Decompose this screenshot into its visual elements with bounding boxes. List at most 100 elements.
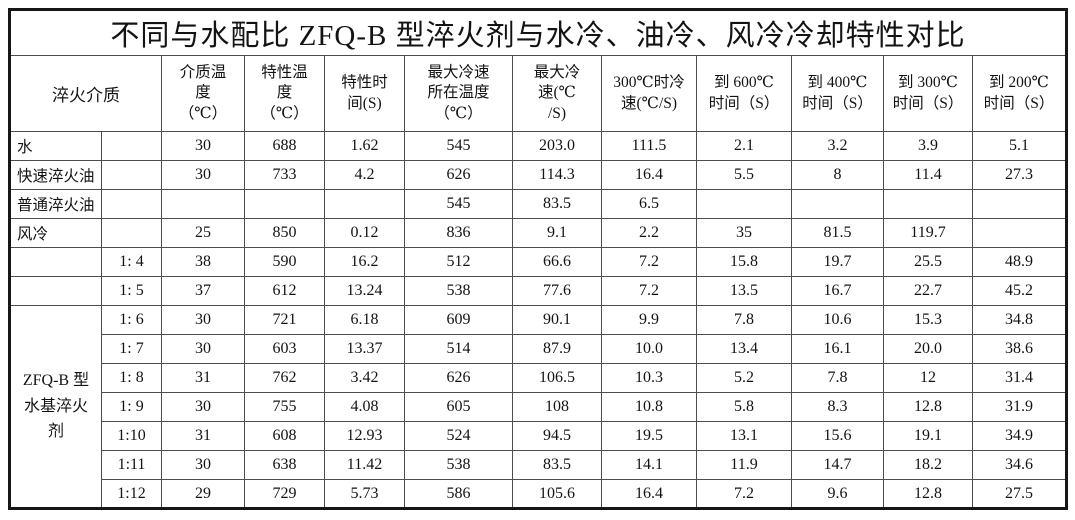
value-cell: 108 [512, 392, 602, 422]
value-cell: 1.62 [324, 131, 405, 161]
value-cell: 5.8 [696, 392, 792, 422]
value-cell: 14.1 [601, 450, 697, 480]
ratio-cell: 1:10 [101, 421, 162, 451]
value-cell: 762 [244, 363, 325, 393]
value-cell: 850 [244, 218, 325, 248]
ratio-cell [101, 189, 162, 219]
value-cell: 12.93 [324, 421, 405, 451]
value-cell [791, 189, 884, 219]
value-cell: 30 [161, 334, 245, 364]
value-cell: 755 [244, 392, 325, 422]
value-cell: 34.9 [972, 421, 1067, 451]
value-cell: 524 [404, 421, 513, 451]
value-cell: 15.3 [883, 305, 973, 335]
value-cell: 836 [404, 218, 513, 248]
column-header: 到 300℃ 时间（S） [883, 55, 973, 132]
value-cell: 545 [404, 131, 513, 161]
table-row: 普通淬火油 545 83.5 6.5 [9, 189, 1067, 219]
table-row: 1: 4 38 590 16.2 512 66.6 7.2 15.8 19.7 25.5 48.9 [9, 247, 1067, 277]
ratio-cell: 1: 4 [101, 247, 162, 277]
row-label-cell [9, 276, 102, 306]
value-cell: 9.9 [601, 305, 697, 335]
value-cell: 35 [696, 218, 792, 248]
value-cell: 31.9 [972, 392, 1067, 422]
column-header: 到 600℃ 时间（S） [696, 55, 792, 132]
ratio-cell: 1: 5 [101, 276, 162, 306]
value-cell: 29 [161, 479, 245, 509]
title-row: 不同与水配比 ZFQ-B 型淬火剂与水冷、油冷、风冷冷却特性对比 [9, 9, 1067, 56]
value-cell: 609 [404, 305, 513, 335]
value-cell: 16.2 [324, 247, 405, 277]
value-cell: 90.1 [512, 305, 602, 335]
value-cell: 721 [244, 305, 325, 335]
table-title: 不同与水配比 ZFQ-B 型淬火剂与水冷、油冷、风冷冷却特性对比 [9, 9, 1067, 56]
value-cell: 2.1 [696, 131, 792, 161]
value-cell: 6.5 [601, 189, 697, 219]
row-label-cell: 风冷 [9, 218, 102, 248]
value-cell: 12 [883, 363, 973, 393]
value-cell: 3.42 [324, 363, 405, 393]
value-cell: 512 [404, 247, 513, 277]
row-label-cell: 快速淬火油 [9, 160, 102, 190]
value-cell: 7.2 [601, 276, 697, 306]
table-body: 水 30 688 1.62 545 203.0 111.5 2.1 3.2 3.9 5.1 快速淬火油… [9, 131, 1067, 509]
value-cell: 6.18 [324, 305, 405, 335]
value-cell: 5.5 [696, 160, 792, 190]
value-cell: 30 [161, 305, 245, 335]
value-cell: 15.8 [696, 247, 792, 277]
value-cell: 7.2 [696, 479, 792, 509]
column-header: 特性时 间(S) [324, 55, 405, 132]
value-cell: 608 [244, 421, 325, 451]
ratio-cell [101, 131, 162, 161]
value-cell: 38 [161, 247, 245, 277]
ratio-cell: 1:11 [101, 450, 162, 480]
value-cell: 514 [404, 334, 513, 364]
value-cell: 30 [161, 392, 245, 422]
value-cell: 16.4 [601, 160, 697, 190]
value-cell: 31 [161, 363, 245, 393]
value-cell: 9.6 [791, 479, 884, 509]
value-cell: 77.6 [512, 276, 602, 306]
value-cell: 4.08 [324, 392, 405, 422]
value-cell: 8.3 [791, 392, 884, 422]
value-cell [161, 189, 245, 219]
value-cell: 37 [161, 276, 245, 306]
value-cell: 34.6 [972, 450, 1067, 480]
ratio-cell: 1: 7 [101, 334, 162, 364]
value-cell: 8 [791, 160, 884, 190]
value-cell: 16.4 [601, 479, 697, 509]
value-cell: 545 [404, 189, 513, 219]
value-cell: 586 [404, 479, 513, 509]
value-cell: 9.1 [512, 218, 602, 248]
value-cell: 612 [244, 276, 325, 306]
value-cell: 3.2 [791, 131, 884, 161]
value-cell: 114.3 [512, 160, 602, 190]
value-cell: 10.0 [601, 334, 697, 364]
value-cell: 538 [404, 450, 513, 480]
value-cell: 11.4 [883, 160, 973, 190]
table-row: 快速淬火油 30 733 4.2 626 114.3 16.4 5.5 8 11.4 27.3 [9, 160, 1067, 190]
column-header: 介质温 度 （℃） [161, 55, 245, 132]
value-cell [696, 189, 792, 219]
value-cell: 10.8 [601, 392, 697, 422]
ratio-cell: 1: 8 [101, 363, 162, 393]
value-cell: 19.5 [601, 421, 697, 451]
ratio-cell [101, 218, 162, 248]
group-label-cell: ZFQ-B 型 水基淬火 剂 [9, 305, 102, 509]
value-cell: 12.8 [883, 479, 973, 509]
table-row: 1: 7 30 603 13.37 514 87.9 10.0 13.4 16.1 20.0 38.… [10, 334, 1067, 364]
value-cell: 10.6 [791, 305, 884, 335]
value-cell: 11.9 [696, 450, 792, 480]
row-label-cell [9, 247, 102, 277]
value-cell [972, 218, 1067, 248]
value-cell: 2.2 [601, 218, 697, 248]
value-cell: 105.6 [512, 479, 602, 509]
row-label-cell: 普通淬火油 [9, 189, 102, 219]
ratio-cell: 1: 6 [101, 305, 162, 335]
value-cell [883, 189, 973, 219]
table-row: 1:12 29 729 5.73 586 105.6 16.4 7.2 9.6 12.8 27.5 [10, 479, 1067, 509]
table-row: 1: 5 37 612 13.24 538 77.6 7.2 13.5 16.7 22.7 45.2 [9, 276, 1067, 306]
value-cell: 626 [404, 363, 513, 393]
value-cell: 10.3 [601, 363, 697, 393]
value-cell: 94.5 [512, 421, 602, 451]
